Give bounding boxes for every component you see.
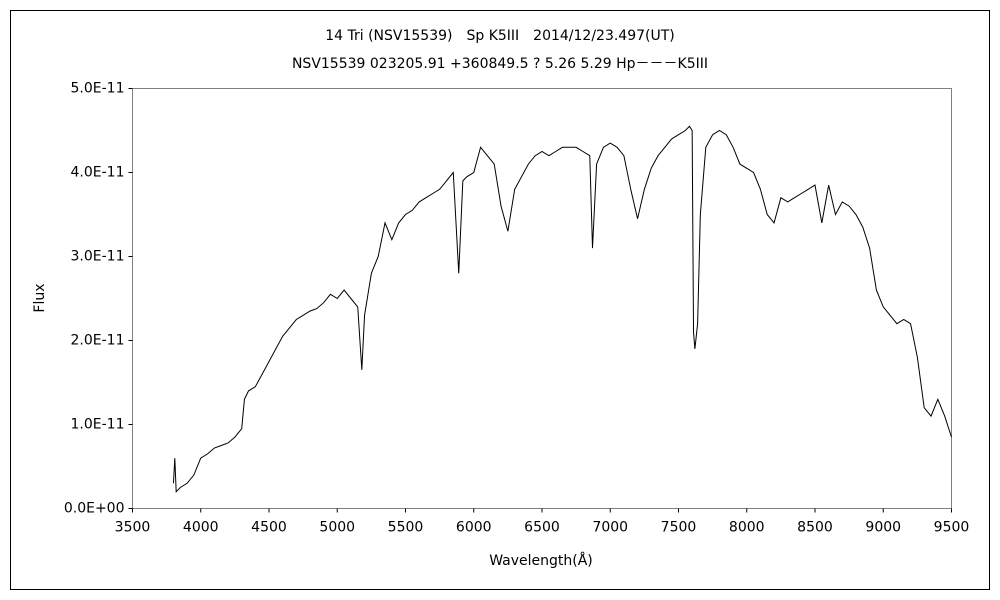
x-tick-label: 4500 xyxy=(251,520,287,536)
y-tick-label: 0.0E+00 xyxy=(64,501,125,517)
x-tick-label: 9500 xyxy=(934,520,970,536)
x-tick-label: 6500 xyxy=(524,520,560,536)
chart-subtitle: NSV15539 023205.91 +360849.5 ? 5.26 5.29… xyxy=(292,56,708,72)
x-tick-label: 5500 xyxy=(388,520,424,536)
y-axis-label: Flux xyxy=(32,283,48,312)
x-tick-label: 4000 xyxy=(183,520,219,536)
x-tick-label: 8500 xyxy=(797,520,833,536)
x-tick-label: 3500 xyxy=(115,520,151,536)
y-tick-label: 1.0E-11 xyxy=(71,417,125,433)
y-tick-label: 4.0E-11 xyxy=(71,165,125,181)
spectrum-line xyxy=(172,125,952,493)
x-tick-label: 5000 xyxy=(319,520,355,536)
chart-title: 14 Tri (NSV15539) Sp K5III 2014/12/23.49… xyxy=(325,28,675,44)
x-tick-label: 7500 xyxy=(661,520,697,536)
x-tick-label: 7000 xyxy=(592,520,628,536)
x-tick-label: 9000 xyxy=(865,520,901,536)
y-tick-label: 3.0E-11 xyxy=(71,249,125,265)
y-tick-label: 5.0E-11 xyxy=(71,81,125,97)
x-tick-label: 8000 xyxy=(729,520,765,536)
x-axis-label: Wavelength(Å) xyxy=(489,552,593,569)
y-tick-label: 2.0E-11 xyxy=(71,333,125,349)
x-tick-label: 6000 xyxy=(456,520,492,536)
plot-area xyxy=(132,88,952,509)
